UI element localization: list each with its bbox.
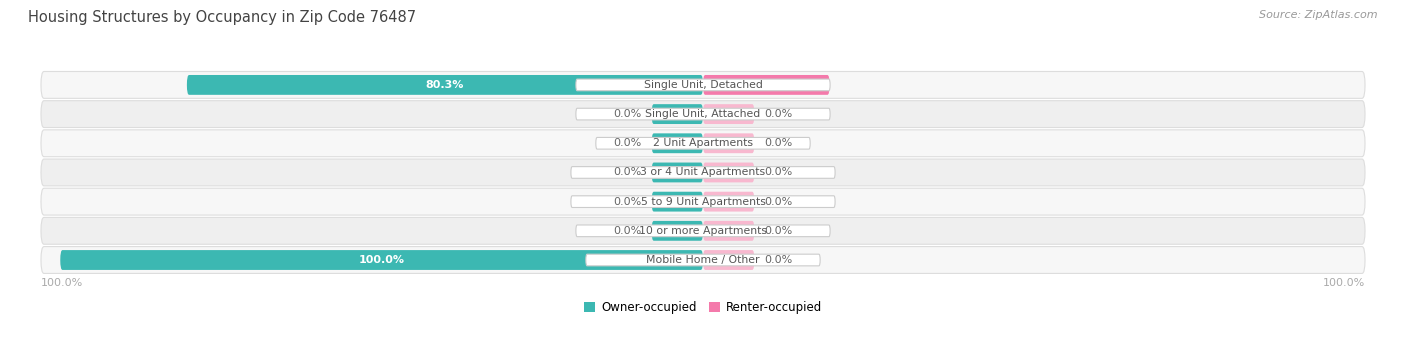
Text: 0.0%: 0.0% xyxy=(763,226,793,236)
FancyBboxPatch shape xyxy=(41,188,1365,215)
Text: 0.0%: 0.0% xyxy=(613,109,643,119)
Text: Single Unit, Attached: Single Unit, Attached xyxy=(645,109,761,119)
Text: 0.0%: 0.0% xyxy=(613,197,643,207)
FancyBboxPatch shape xyxy=(576,225,830,237)
Text: 0.0%: 0.0% xyxy=(763,168,793,177)
FancyBboxPatch shape xyxy=(703,221,755,241)
Text: Source: ZipAtlas.com: Source: ZipAtlas.com xyxy=(1260,10,1378,20)
Text: 10 or more Apartments: 10 or more Apartments xyxy=(638,226,768,236)
Text: Housing Structures by Occupancy in Zip Code 76487: Housing Structures by Occupancy in Zip C… xyxy=(28,10,416,25)
FancyBboxPatch shape xyxy=(651,104,703,124)
Text: 100.0%: 100.0% xyxy=(41,278,83,288)
Text: 0.0%: 0.0% xyxy=(763,109,793,119)
FancyBboxPatch shape xyxy=(703,133,755,153)
FancyBboxPatch shape xyxy=(576,108,830,120)
FancyBboxPatch shape xyxy=(41,101,1365,128)
Text: 0.0%: 0.0% xyxy=(763,138,793,148)
Text: 0.0%: 0.0% xyxy=(763,255,793,265)
FancyBboxPatch shape xyxy=(596,137,810,149)
Text: Single Unit, Detached: Single Unit, Detached xyxy=(644,80,762,90)
FancyBboxPatch shape xyxy=(703,104,755,124)
Legend: Owner-occupied, Renter-occupied: Owner-occupied, Renter-occupied xyxy=(583,301,823,314)
FancyBboxPatch shape xyxy=(41,159,1365,186)
Text: 2 Unit Apartments: 2 Unit Apartments xyxy=(652,138,754,148)
FancyBboxPatch shape xyxy=(703,162,755,182)
FancyBboxPatch shape xyxy=(576,79,830,91)
Text: 0.0%: 0.0% xyxy=(613,226,643,236)
FancyBboxPatch shape xyxy=(651,192,703,212)
FancyBboxPatch shape xyxy=(703,192,755,212)
Text: 3 or 4 Unit Apartments: 3 or 4 Unit Apartments xyxy=(641,168,765,177)
FancyBboxPatch shape xyxy=(187,75,703,95)
FancyBboxPatch shape xyxy=(571,196,835,208)
Text: 5 to 9 Unit Apartments: 5 to 9 Unit Apartments xyxy=(641,197,765,207)
FancyBboxPatch shape xyxy=(703,75,830,95)
FancyBboxPatch shape xyxy=(703,250,755,270)
Text: 0.0%: 0.0% xyxy=(613,168,643,177)
FancyBboxPatch shape xyxy=(571,167,835,178)
FancyBboxPatch shape xyxy=(651,221,703,241)
Text: 0.0%: 0.0% xyxy=(613,138,643,148)
FancyBboxPatch shape xyxy=(586,254,820,266)
FancyBboxPatch shape xyxy=(651,162,703,182)
Text: 19.7%: 19.7% xyxy=(747,80,786,90)
Text: 100.0%: 100.0% xyxy=(359,255,405,265)
Text: Mobile Home / Other: Mobile Home / Other xyxy=(647,255,759,265)
Text: 100.0%: 100.0% xyxy=(1323,278,1365,288)
Text: 0.0%: 0.0% xyxy=(763,197,793,207)
FancyBboxPatch shape xyxy=(41,247,1365,274)
FancyBboxPatch shape xyxy=(41,218,1365,244)
FancyBboxPatch shape xyxy=(41,130,1365,157)
FancyBboxPatch shape xyxy=(60,250,703,270)
FancyBboxPatch shape xyxy=(41,71,1365,98)
FancyBboxPatch shape xyxy=(651,133,703,153)
Text: 80.3%: 80.3% xyxy=(426,80,464,90)
